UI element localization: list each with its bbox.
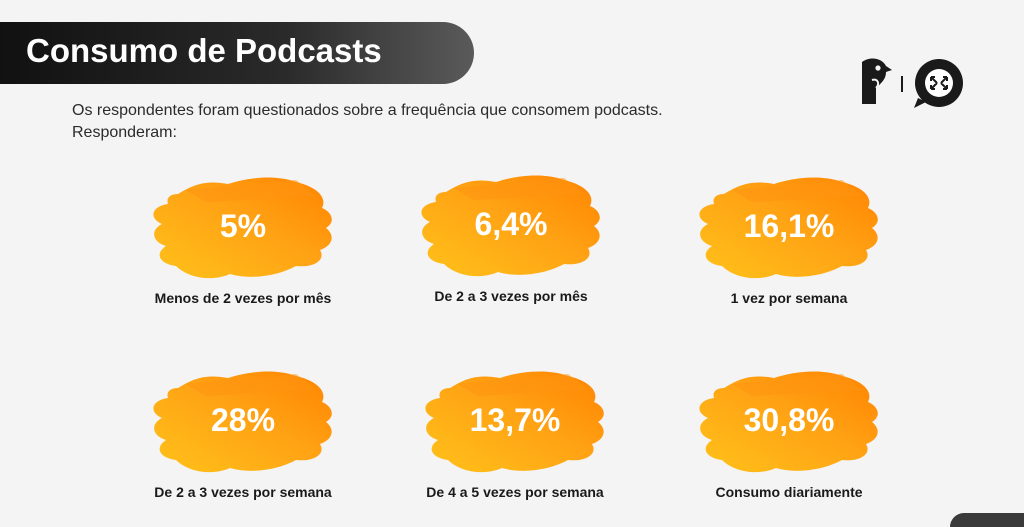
- stat-label: Consumo diariamente: [715, 484, 863, 500]
- stat-value: 28%: [210, 402, 276, 438]
- stat-card: 16,1% 1 vez por semana: [692, 172, 922, 312]
- stat-label: De 2 a 3 vezes por mês: [434, 288, 588, 304]
- brush-stroke-shape: [699, 371, 878, 473]
- brush-stroke-shape: [425, 371, 604, 473]
- stat-value: 16,1%: [743, 208, 835, 244]
- stat-value: 13,7%: [469, 402, 561, 438]
- logo-divider: [901, 76, 903, 92]
- brush-stroke-shape: [421, 175, 600, 277]
- corner-decoration: [950, 513, 1024, 527]
- brush-stroke-shape: [153, 371, 332, 473]
- intro-text: Os respondentes foram questionados sobre…: [72, 102, 663, 141]
- stat-card: 28% De 2 a 3 vezes por semana: [146, 366, 376, 506]
- stat-value: 6,4%: [474, 206, 548, 242]
- title-banner: Consumo de Podcasts: [0, 22, 474, 84]
- brush-stroke-shape: [153, 177, 332, 279]
- stat-label: De 2 a 3 vezes por semana: [154, 484, 332, 500]
- stat-card: 5% Menos de 2 vezes por mês: [146, 172, 376, 312]
- stat-value: 5%: [219, 208, 267, 244]
- stat-label: De 4 a 5 vezes por semana: [426, 484, 604, 500]
- stat-label: 1 vez por semana: [730, 290, 848, 306]
- page-title: Consumo de Podcasts: [26, 32, 382, 69]
- stat-card: 6,4% De 2 a 3 vezes por mês: [414, 170, 644, 310]
- bird-head-logo-icon: [862, 58, 892, 104]
- stat-value: 30,8%: [743, 402, 835, 438]
- brush-stroke-shape: [699, 177, 878, 279]
- stat-card: 30,8% Consumo diariamente: [692, 366, 922, 506]
- logo-group: [848, 54, 972, 112]
- chat-bubble-logo-icon: [914, 59, 963, 108]
- stat-label: Menos de 2 vezes por mês: [154, 290, 332, 306]
- stat-card: 13,7% De 4 a 5 vezes por semana: [418, 366, 648, 506]
